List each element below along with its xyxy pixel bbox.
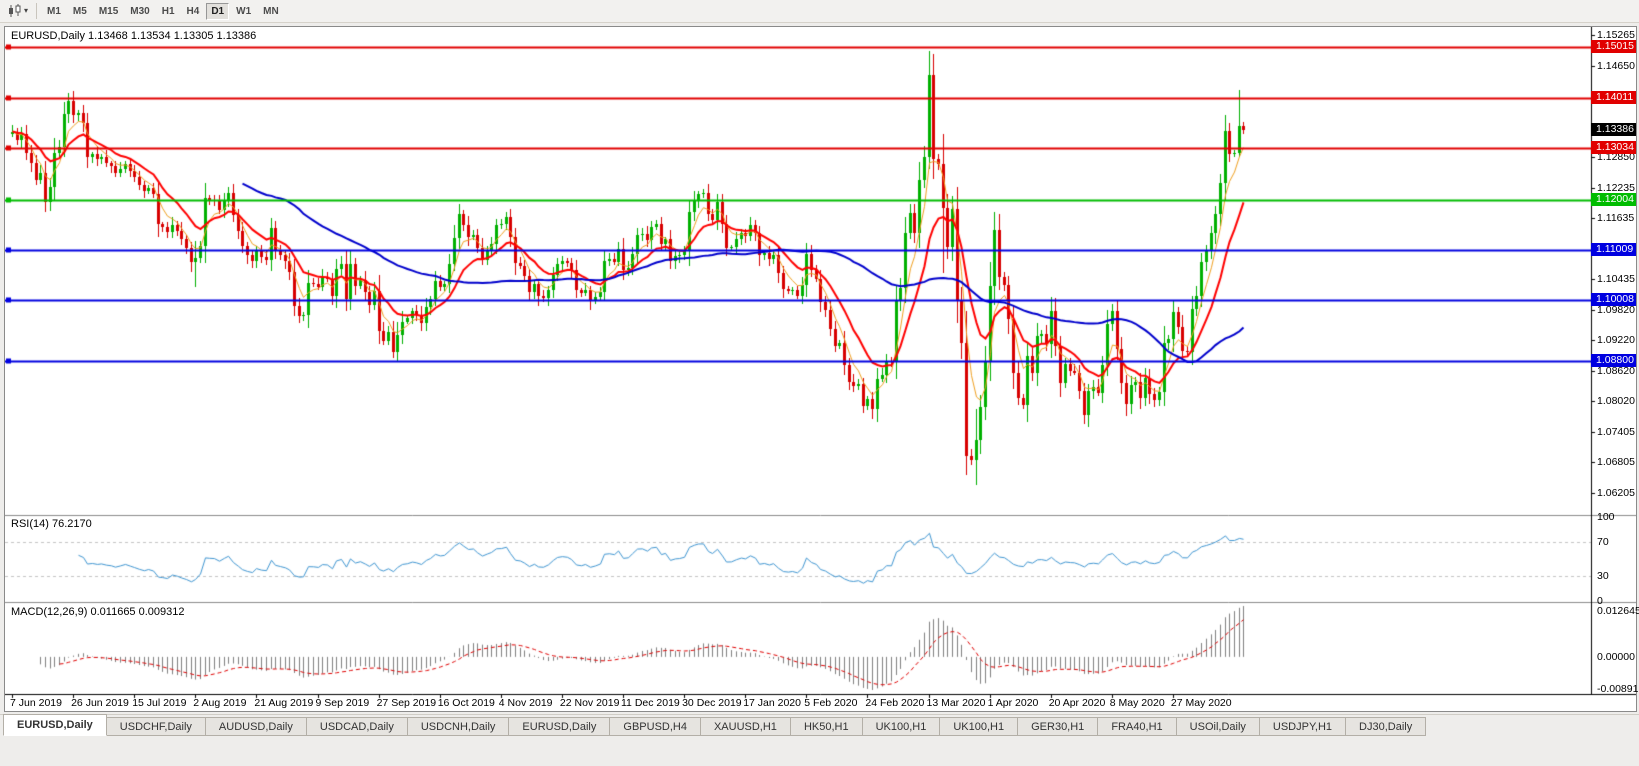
chart-tab-gbpusd-h4[interactable]: GBPUSD,H4 [610, 717, 701, 736]
toolbar: ▾ M1 M5 M15 M30 H1 H4 D1 W1 MN [0, 0, 1639, 23]
rsi-axis-label: 100 [1597, 511, 1615, 523]
timeframe-button-m15[interactable]: M15 [98, 5, 119, 17]
price-axis-tick: 1.14650 [1597, 59, 1635, 72]
time-axis-label: 13 Mar 2020 [926, 697, 986, 709]
time-axis-label: 16 Oct 2019 [437, 697, 495, 709]
timeframe-button-m30[interactable]: M30 [130, 5, 150, 17]
chart-type-icon[interactable]: ▾ [4, 2, 31, 21]
quote-high: 1.13534 [130, 30, 171, 42]
time-axis-label: 7 Jun 2019 [10, 697, 62, 709]
chevron-down-icon: ▾ [24, 6, 29, 15]
candlestick-icon [9, 4, 21, 17]
rsi-header: RSI(14) 76.2170 [11, 518, 92, 530]
price-axis-tick: 1.12235 [1597, 181, 1635, 194]
hline-price-label: 1.08800 [1591, 354, 1636, 367]
toolbar-separator [36, 3, 38, 19]
quote-open: 1.13468 [88, 30, 128, 42]
time-axis-label: 4 Nov 2019 [498, 697, 553, 709]
rsi-label: RSI(14) [11, 518, 49, 530]
chart-tab-eurusd-daily[interactable]: EURUSD,Daily [3, 714, 107, 736]
timeframe-button-mn[interactable]: MN [263, 5, 279, 17]
time-axis-label: 1 Apr 2020 [987, 697, 1039, 709]
price-axis-tick: 1.09820 [1597, 303, 1635, 316]
quote-symbol: EURUSD,Daily [11, 30, 85, 42]
timeframe-button-d1[interactable]: D1 [206, 2, 230, 20]
quote-close: 1.13386 [216, 30, 257, 42]
rsi-value: 76.2170 [51, 518, 92, 530]
price-chart-canvas[interactable] [5, 27, 1636, 711]
rsi-axis-label: 0 [1597, 595, 1603, 607]
timeframe-button-m1[interactable]: M1 [47, 5, 61, 17]
price-axis-tick: 1.11635 [1597, 212, 1635, 225]
quote-low: 1.13305 [173, 30, 214, 42]
hline-price-label: 1.15015 [1591, 40, 1636, 53]
chart-window: EURUSD,Daily 1.13468 1.13534 1.13305 1.1… [4, 26, 1639, 712]
macd-axis-label: -0.00891 [1597, 683, 1639, 695]
chart-tab-dj30-daily[interactable]: DJ30,Daily [1346, 717, 1427, 736]
time-axis-label: 30 Dec 2019 [682, 697, 742, 709]
macd-header: MACD(12,26,9) 0.011665 0.009312 [11, 606, 185, 618]
hline-price-label: 1.12004 [1591, 193, 1636, 206]
time-axis-label: 8 May 2020 [1109, 697, 1165, 709]
chart-tab-usdchf-daily[interactable]: USDCHF,Daily [106, 717, 206, 736]
macd-signal-value: 0.009312 [138, 606, 185, 618]
chart-tab-audusd-daily[interactable]: AUDUSD,Daily [205, 717, 307, 736]
time-axis-label: 15 Jul 2019 [132, 697, 187, 709]
time-axis-label: 11 Dec 2019 [621, 697, 680, 709]
hline-price-label: 1.13034 [1591, 141, 1636, 154]
time-axis-label: 24 Feb 2020 [865, 697, 925, 709]
time-axis-label: 27 May 2020 [1170, 697, 1232, 709]
price-axis-tick: 1.08020 [1597, 394, 1635, 407]
macd-axis-label: 0.00000 [1597, 650, 1635, 663]
time-axis-label: 26 Jun 2019 [71, 697, 129, 709]
time-axis-label: 27 Sep 2019 [376, 697, 437, 709]
macd-main-value: 0.011665 [90, 606, 136, 618]
chart-tab-ger30-h1[interactable]: GER30,H1 [1018, 717, 1099, 736]
chart-tab-uk100-h1[interactable]: UK100,H1 [862, 717, 941, 736]
chart-tab-xauusd-h1[interactable]: XAUUSD,H1 [700, 717, 791, 736]
current-price-label: 1.13386 [1591, 123, 1636, 136]
price-axis-tick: 1.07405 [1597, 425, 1635, 438]
timeframe-button-h1[interactable]: H1 [161, 5, 175, 17]
chart-tab-usoil-daily[interactable]: USOil,Daily [1176, 717, 1260, 736]
time-axis-label: 9 Sep 2019 [315, 697, 370, 709]
time-axis-label: 22 Nov 2019 [559, 697, 620, 709]
chart-tab-eurusd-daily[interactable]: EURUSD,Daily [509, 717, 611, 736]
timeframe-button-m5[interactable]: M5 [72, 5, 87, 17]
timeframe-button-w1[interactable]: W1 [236, 5, 252, 17]
chart-tab-usdcad-daily[interactable]: USDCAD,Daily [306, 717, 408, 736]
chart-tab-uk100-h1[interactable]: UK100,H1 [940, 717, 1019, 736]
price-axis-tick: 1.06805 [1597, 456, 1635, 469]
rsi-axis-label: 30 [1597, 569, 1609, 582]
chart-tab-usdcnh-daily[interactable]: USDCNH,Daily [407, 717, 510, 736]
time-axis-label: 20 Apr 2020 [1048, 697, 1106, 709]
price-axis-tick: 1.15265 [1597, 28, 1635, 41]
rsi-axis-label: 70 [1597, 536, 1609, 549]
chart-tab-usdjpy-h1[interactable]: USDJPY,H1 [1259, 717, 1347, 736]
timeframe-buttons: M1 M5 M15 M30 H1 H4 D1 W1 MN [42, 2, 286, 20]
price-axis-tick: 1.06205 [1597, 486, 1635, 499]
time-axis-label: 5 Feb 2020 [804, 697, 858, 709]
macd-axis-label: 0.012645 [1597, 605, 1639, 617]
price-axis-tick: 1.08620 [1597, 364, 1635, 377]
time-axis-label: 17 Jan 2020 [743, 697, 801, 709]
time-axis-label: 2 Aug 2019 [193, 697, 247, 709]
chart-tab-bar: EURUSD,Daily USDCHF,Daily AUDUSD,Daily USDC… [0, 714, 1639, 736]
price-axis-tick: 1.09220 [1597, 334, 1635, 347]
quote-header: EURUSD,Daily 1.13468 1.13534 1.13305 1.1… [11, 30, 256, 42]
chart-tab-hk50-h1[interactable]: HK50,H1 [790, 717, 863, 736]
timeframe-button-h4[interactable]: H4 [186, 5, 200, 17]
chart-tab-fra40-h1[interactable]: FRA40,H1 [1098, 717, 1177, 736]
macd-label: MACD(12,26,9) [11, 606, 88, 618]
hline-price-label: 1.14011 [1591, 91, 1636, 104]
hline-price-label: 1.10008 [1591, 293, 1636, 306]
hline-price-label: 1.11009 [1591, 243, 1636, 256]
price-axis-tick: 1.10435 [1597, 272, 1635, 285]
time-axis-label: 21 Aug 2019 [254, 697, 314, 709]
